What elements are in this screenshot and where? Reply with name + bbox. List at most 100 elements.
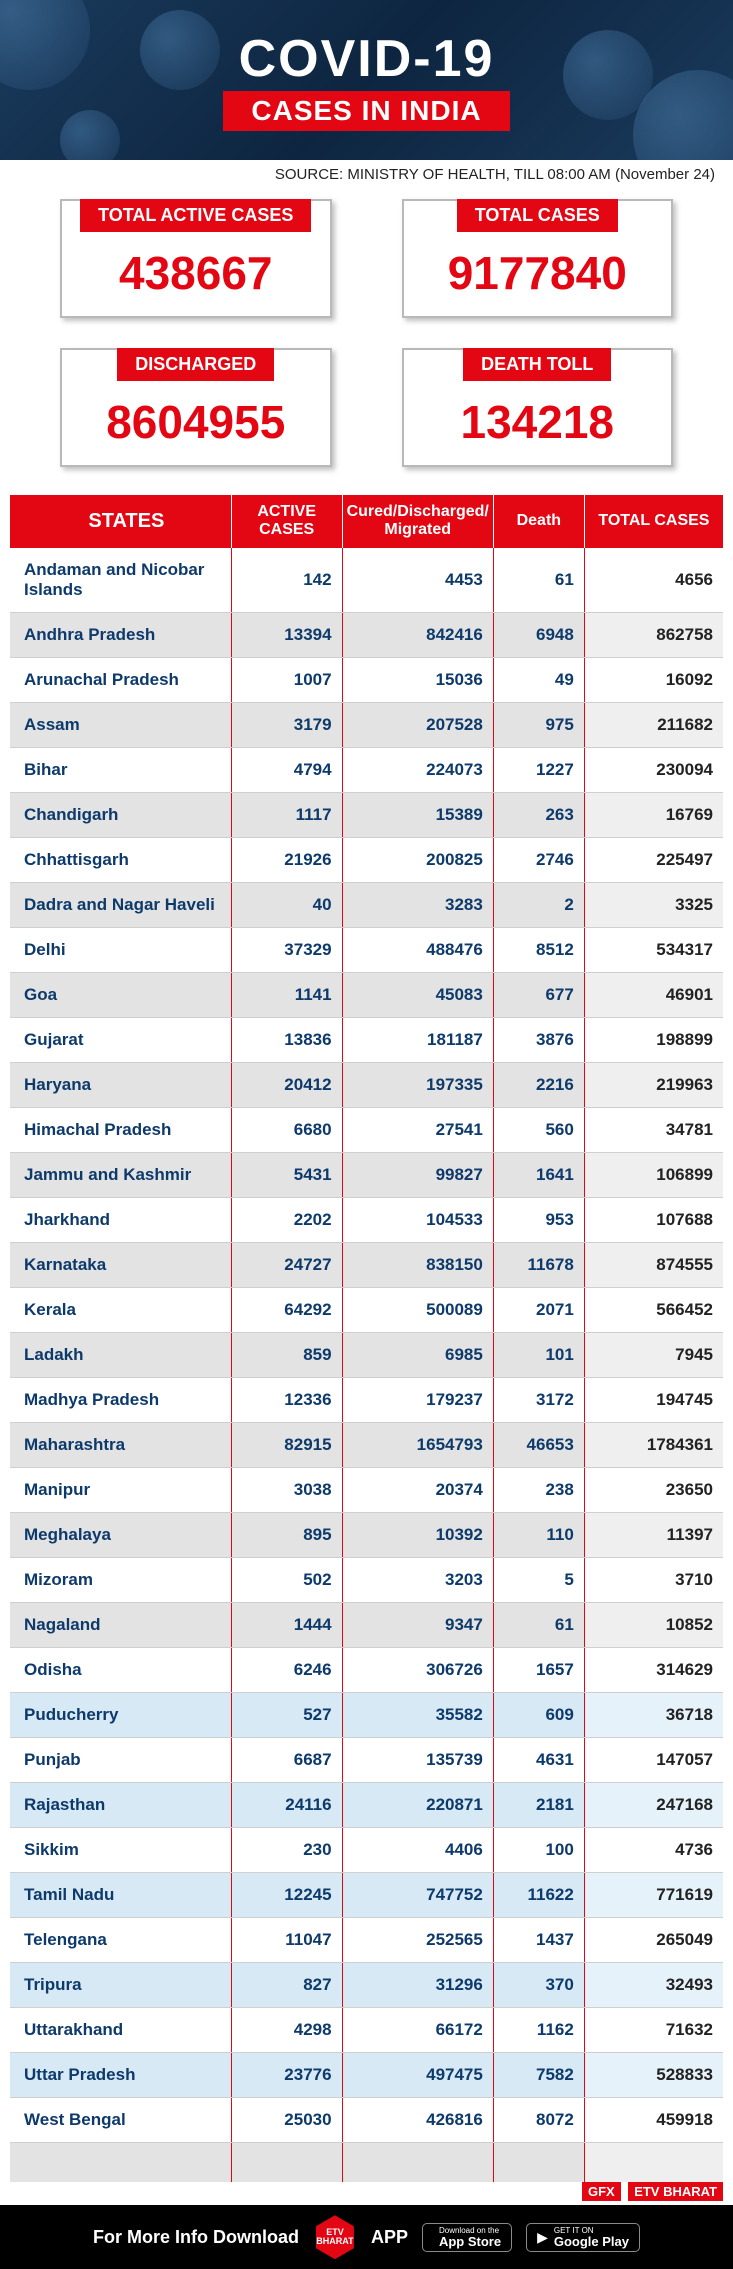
total-cell: 1784361 (584, 1422, 723, 1467)
cured-cell: 3203 (342, 1557, 493, 1602)
cured-cell: 197335 (342, 1062, 493, 1107)
total-cell: 3710 (584, 1557, 723, 1602)
active-cell: 82915 (231, 1422, 342, 1467)
active-cell: 1141 (231, 972, 342, 1017)
active-cell: 4298 (231, 2007, 342, 2052)
table-row: Punjab66871357394631147057 (10, 1737, 723, 1782)
table-row: Jammu and Kashmir5431998271641106899 (10, 1152, 723, 1197)
summary-card-active: TOTAL ACTIVE CASES 438667 (60, 199, 332, 318)
total-cell: 10852 (584, 1602, 723, 1647)
death-cell: 1162 (493, 2007, 584, 2052)
cured-cell: 4406 (342, 1827, 493, 1872)
active-cell: 6680 (231, 1107, 342, 1152)
table-row: Assam3179207528975211682 (10, 702, 723, 747)
total-cell: 106899 (584, 1152, 723, 1197)
table-row: Telengana110472525651437265049 (10, 1917, 723, 1962)
active-cell: 24116 (231, 1782, 342, 1827)
total-cell: 211682 (584, 702, 723, 747)
active-cell: 37329 (231, 927, 342, 972)
death-cell: 11622 (493, 1872, 584, 1917)
total-cell: 225497 (584, 837, 723, 882)
table-row: Rajasthan241162208712181247168 (10, 1782, 723, 1827)
death-cell: 609 (493, 1692, 584, 1737)
state-cell: Punjab (10, 1737, 231, 1782)
summary-label: TOTAL CASES (457, 199, 618, 232)
death-cell: 3876 (493, 1017, 584, 1062)
gfx-badge: GFX (582, 2182, 621, 2201)
summary-value: 134218 (404, 381, 672, 453)
total-cell: 265049 (584, 1917, 723, 1962)
death-cell: 110 (493, 1512, 584, 1557)
state-cell: Delhi (10, 927, 231, 972)
total-cell: 147057 (584, 1737, 723, 1782)
active-cell: 13394 (231, 612, 342, 657)
state-cell: Meghalaya (10, 1512, 231, 1557)
cured-cell: 15036 (342, 657, 493, 702)
state-cell: Sikkim (10, 1827, 231, 1872)
summary-grid: TOTAL ACTIVE CASES 438667 TOTAL CASES 91… (0, 185, 733, 495)
state-cell: Karnataka (10, 1242, 231, 1287)
appstore-badge[interactable]: Download on theApp Store (422, 2223, 512, 2252)
death-cell: 8512 (493, 927, 584, 972)
total-cell: 874555 (584, 1242, 723, 1287)
table-row: Madhya Pradesh123361792373172194745 (10, 1377, 723, 1422)
table-row: Manipur30382037423823650 (10, 1467, 723, 1512)
table-row: Uttar Pradesh237764974757582528833 (10, 2052, 723, 2097)
death-cell: 61 (493, 548, 584, 613)
cured-cell: 99827 (342, 1152, 493, 1197)
total-cell: 3325 (584, 882, 723, 927)
state-cell: Odisha (10, 1647, 231, 1692)
total-cell: 71632 (584, 2007, 723, 2052)
active-cell: 20412 (231, 1062, 342, 1107)
cured-cell: 45083 (342, 972, 493, 1017)
state-cell: Madhya Pradesh (10, 1377, 231, 1422)
gfx-footer: GFX ETV BHARAT (0, 2182, 733, 2201)
active-cell: 21926 (231, 837, 342, 882)
app-text: APP (371, 2227, 408, 2248)
table-row: Chhattisgarh219262008252746225497 (10, 837, 723, 882)
cured-cell: 306726 (342, 1647, 493, 1692)
death-cell: 677 (493, 972, 584, 1017)
death-cell: 2746 (493, 837, 584, 882)
total-cell: 247168 (584, 1782, 723, 1827)
table-row: Delhi373294884768512534317 (10, 927, 723, 972)
active-cell: 527 (231, 1692, 342, 1737)
table-row: Andhra Pradesh133948424166948862758 (10, 612, 723, 657)
death-cell: 1641 (493, 1152, 584, 1197)
total-cell: 36718 (584, 1692, 723, 1737)
active-cell: 1444 (231, 1602, 342, 1647)
total-cell: 4736 (584, 1827, 723, 1872)
death-cell: 3172 (493, 1377, 584, 1422)
total-cell: 194745 (584, 1377, 723, 1422)
table-row: Tamil Nadu1224574775211622771619 (10, 1872, 723, 1917)
death-cell: 6948 (493, 612, 584, 657)
state-cell: Gujarat (10, 1017, 231, 1062)
cured-cell: 3283 (342, 882, 493, 927)
cured-cell: 66172 (342, 2007, 493, 2052)
state-cell: Ladakh (10, 1332, 231, 1377)
brand-badge: ETV BHARAT (628, 2182, 723, 2201)
table-row: Uttarakhand429866172116271632 (10, 2007, 723, 2052)
state-cell: Bihar (10, 747, 231, 792)
cured-cell: 207528 (342, 702, 493, 747)
googleplay-badge[interactable]: ▶ GET IT ONGoogle Play (526, 2223, 640, 2252)
summary-label: TOTAL ACTIVE CASES (80, 199, 311, 232)
state-cell: Uttar Pradesh (10, 2052, 231, 2097)
death-cell: 263 (493, 792, 584, 837)
state-cell: Telengana (10, 1917, 231, 1962)
active-cell: 2202 (231, 1197, 342, 1242)
death-cell: 61 (493, 1602, 584, 1647)
table-row: Arunachal Pradesh1007150364916092 (10, 657, 723, 702)
cured-cell: 6985 (342, 1332, 493, 1377)
cured-cell: 224073 (342, 747, 493, 792)
total-cell: 32493 (584, 1962, 723, 2007)
active-cell: 895 (231, 1512, 342, 1557)
death-cell: 46653 (493, 1422, 584, 1467)
death-cell: 370 (493, 1962, 584, 2007)
death-cell: 4631 (493, 1737, 584, 1782)
table-row: Tripura8273129637032493 (10, 1962, 723, 2007)
table-row: Haryana204121973352216219963 (10, 1062, 723, 1107)
active-cell: 6246 (231, 1647, 342, 1692)
cured-cell: 27541 (342, 1107, 493, 1152)
death-cell: 7582 (493, 2052, 584, 2097)
